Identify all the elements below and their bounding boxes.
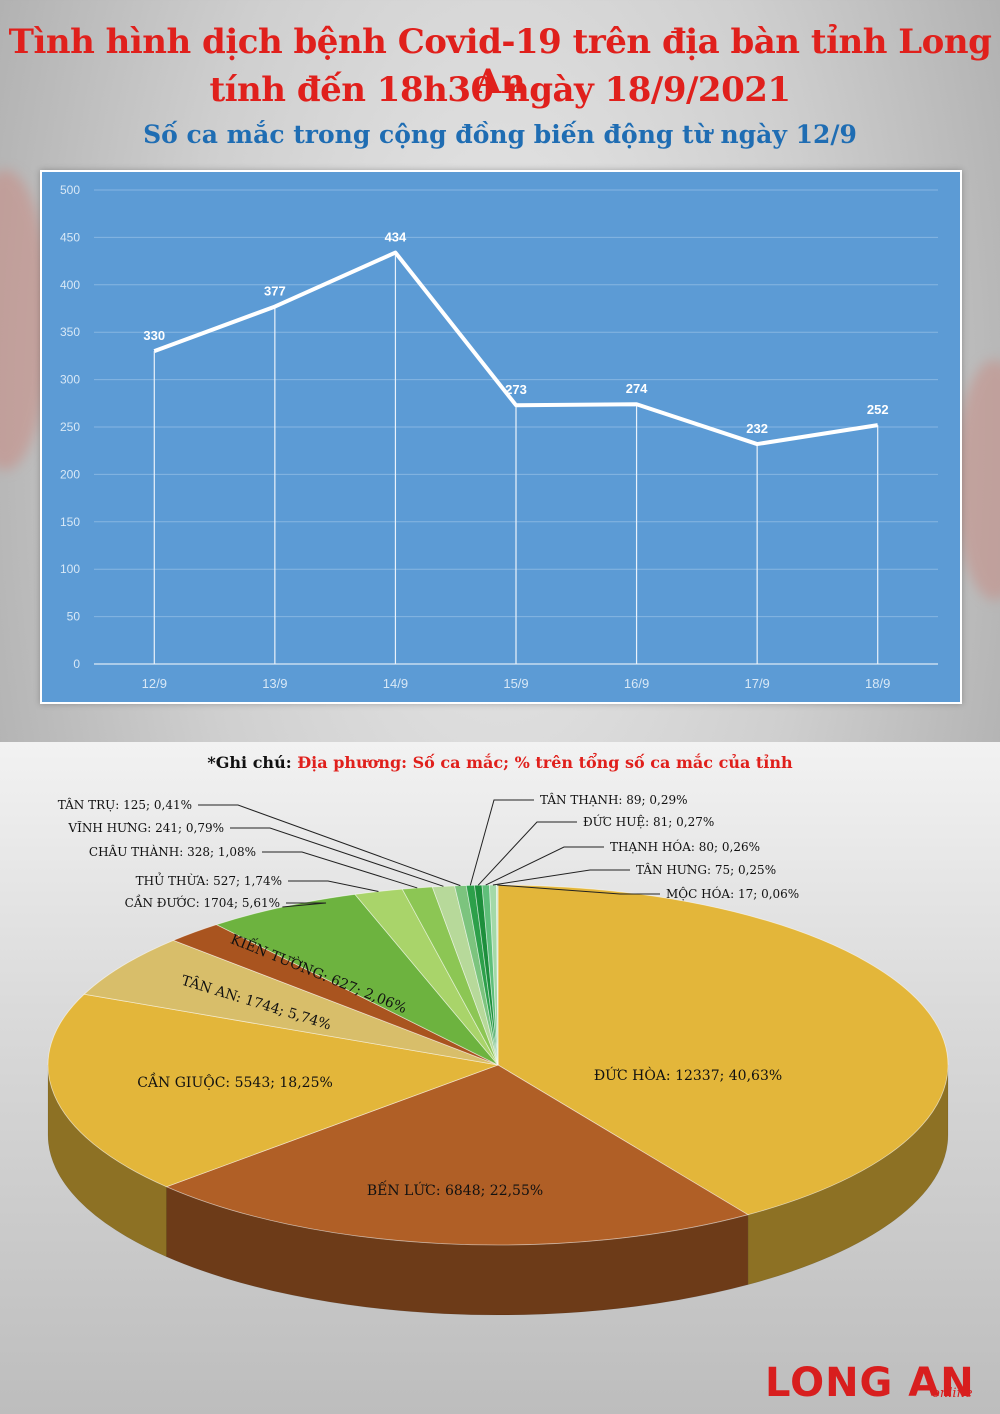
pie-callout-label: THẠNH HÓA: 80; 0,26% (610, 838, 760, 854)
pie-callout-label: CẦN ĐƯỚC: 1704; 5,61% (125, 893, 280, 910)
line-chart-background (42, 172, 960, 702)
pie-leader-line (282, 902, 327, 908)
pie-leader-line (262, 851, 418, 889)
pie-leader-line (288, 880, 379, 892)
pie-chart: ĐỨC HÒA: 12337; 40,63% BẾN LỨC: 6848; 22,… (47, 792, 949, 1316)
data-label: 377 (264, 284, 286, 299)
pie-leader-line (477, 821, 577, 886)
pie-callout-label: TÂN HƯNG: 75; 0,25% (636, 862, 776, 877)
y-tick-label: 500 (60, 183, 80, 197)
note-key: *Ghi chú: (207, 753, 292, 772)
x-tick-label: 17/9 (744, 676, 769, 691)
x-tick-label: 15/9 (503, 676, 528, 691)
pie-callout-label: CHÂU THÀNH: 328; 1,08% (89, 844, 256, 859)
pie-slice-label: CẦN GIUỘC: 5543; 18,25% (137, 1071, 333, 1091)
pie-leader-line (485, 846, 604, 886)
x-tick-label: 13/9 (262, 676, 287, 691)
y-tick-label: 450 (60, 230, 80, 244)
y-tick-label: 250 (60, 420, 80, 434)
pie-slice-label: BẾN LỨC: 6848; 22,55% (367, 1179, 543, 1199)
page-title-line-2: tính đến 18h30 ngày 18/9/2021 (209, 70, 791, 110)
line-chart-panel: 0 50 100 150 200 250 300 350 400 450 500 12/9 13/9 14… (40, 170, 962, 704)
pie-slice (83, 939, 499, 1066)
pie-callout-label: THỦ THỪA: 527; 1,74% (136, 871, 282, 888)
x-tick-label: 18/9 (865, 676, 890, 691)
page-title-line-1: Tình hình dịch bệnh Covid-19 trên địa bà… (8, 22, 992, 102)
pie-callout-label: MỘC HÓA: 17; 0,06% (666, 885, 799, 901)
chart-subtitle: Số ca mắc trong cộng đồng biến động từ n… (143, 120, 857, 149)
x-tick-label: 16/9 (624, 676, 649, 691)
y-tick-label: 400 (60, 278, 80, 292)
y-tick-label: 350 (60, 325, 80, 339)
pie-callout-label: TÂN THẠNH: 89; 0,29% (540, 792, 688, 807)
y-tick-label: 300 (60, 373, 80, 387)
pie-callout-label: ĐỨC HUỆ: 81; 0,27% (583, 813, 714, 829)
y-tick-label: 0 (73, 657, 80, 671)
pie-slice (47, 993, 500, 1188)
y-tick-label: 50 (67, 610, 81, 624)
data-label: 330 (143, 328, 165, 343)
x-tick-label: 12/9 (142, 676, 167, 691)
brand-logo-subtitle: online (932, 1386, 973, 1401)
line-chart: 0 50 100 150 200 250 300 350 400 450 500 12/9 13/9 14… (42, 172, 960, 702)
x-tick-label: 14/9 (383, 676, 408, 691)
data-label: 232 (746, 421, 768, 436)
data-label: 274 (626, 381, 648, 396)
pie-leader-line (230, 827, 444, 887)
data-label: 273 (505, 382, 527, 397)
y-tick-label: 200 (60, 467, 80, 481)
pie-legend-note: *Ghi chú: Địa phương: Số ca mắc; % trên … (0, 753, 1000, 772)
y-tick-label: 100 (60, 562, 80, 576)
pie-leader-line (492, 869, 630, 886)
pie-leader-line (497, 884, 660, 895)
pie-leader-line (469, 799, 534, 886)
pie-callout-label: VĨNH HƯNG: 241; 0,79% (67, 820, 224, 835)
pie-slice (165, 1064, 749, 1246)
pie-leader-line (198, 804, 461, 887)
y-tick-label: 150 (60, 515, 80, 529)
pie-callout-label: TÂN TRỤ: 125; 0,41% (58, 797, 192, 812)
brand-logo: LONG AN (765, 1360, 975, 1406)
pie-slice-label: ĐỨC HÒA: 12337; 40,63% (594, 1066, 782, 1084)
note-value: Địa phương: Số ca mắc; % trên tổng số ca… (297, 753, 793, 772)
data-label: 252 (867, 402, 889, 417)
pie-top (47, 884, 949, 1246)
series-line (153, 250, 879, 447)
data-label: 434 (385, 230, 407, 245)
